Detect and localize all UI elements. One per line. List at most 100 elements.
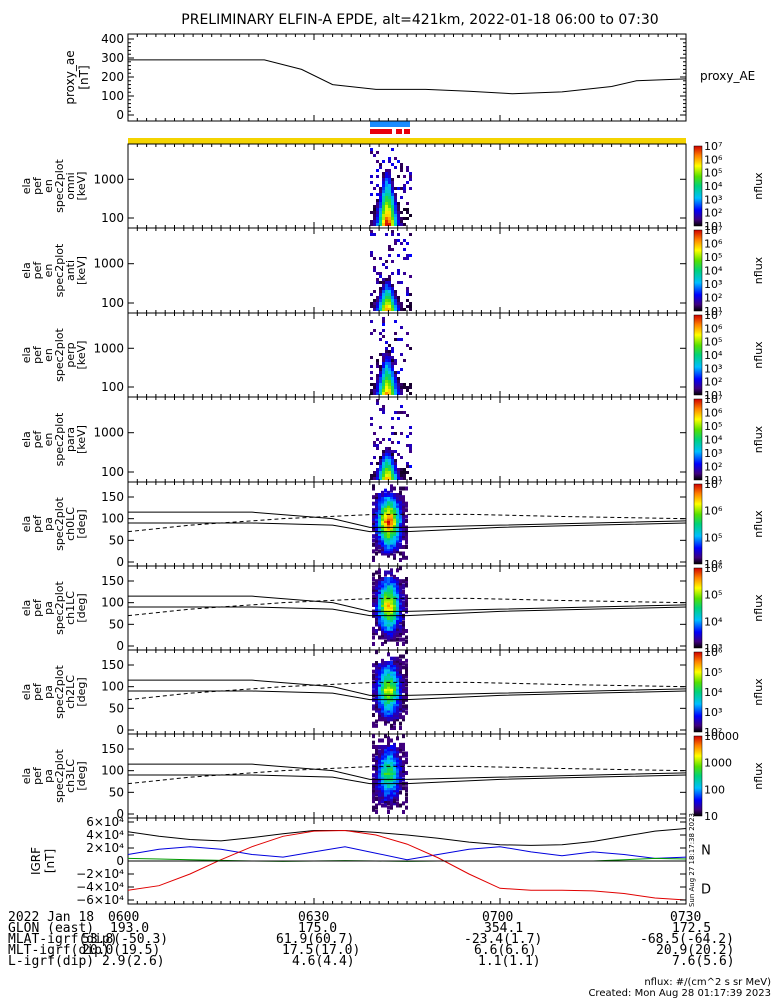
spectrogram-cell xyxy=(378,738,381,743)
spectrogram-cell xyxy=(406,181,409,184)
spectrogram-cell xyxy=(390,665,393,670)
spectrogram-cell xyxy=(399,676,402,681)
spectrogram-cell xyxy=(387,633,390,638)
spectrogram-cell xyxy=(375,700,378,704)
ephem-l-label: L-igrf(dip) xyxy=(8,954,95,969)
spectrogram-cell xyxy=(379,386,382,389)
spectrogram-cell xyxy=(385,392,388,395)
colorbar-tick: 10⁵ xyxy=(704,666,722,679)
spectrogram-cell xyxy=(393,779,396,784)
spectrogram-cell xyxy=(384,708,387,713)
spectrogram-cell xyxy=(390,542,393,547)
spectrogram-cell xyxy=(396,607,399,612)
ephem-glon-2: 175.0 xyxy=(298,921,338,936)
spectrogram-cell xyxy=(391,211,394,214)
spectrogram-cell xyxy=(388,190,391,193)
spectrogram-cell xyxy=(405,635,408,640)
status-bar-red-2 xyxy=(396,129,402,134)
spectrogram-cell xyxy=(388,299,391,302)
spectrogram-cell xyxy=(385,172,388,175)
spectrogram-cell xyxy=(375,605,378,610)
spectrogram-cell xyxy=(405,596,408,601)
spectrogram-cell xyxy=(381,771,384,775)
spectrogram-cell xyxy=(387,695,390,700)
spectrogram-cell xyxy=(397,386,400,389)
ytick-label: 100 xyxy=(101,465,124,479)
spectrogram-cell xyxy=(382,468,385,471)
spectrogram-cell xyxy=(405,532,408,536)
spectrogram-cell xyxy=(370,392,373,395)
spectrogram-cell xyxy=(387,624,390,629)
spectrogram-cell xyxy=(381,678,384,683)
spectrogram-cell xyxy=(381,682,384,687)
spectrogram-cell xyxy=(393,775,396,780)
spectrogram-cell xyxy=(375,521,378,526)
spectrogram-cell xyxy=(370,365,373,368)
spectrogram-cell xyxy=(397,217,400,220)
spectrogram-cell xyxy=(397,281,400,284)
spectrogram-cell xyxy=(406,332,409,335)
spectrogram-cell xyxy=(387,510,390,515)
spectrogram-cell xyxy=(391,365,394,368)
spectrogram-cell xyxy=(375,678,378,683)
spectrogram-cell xyxy=(390,501,393,506)
spectrogram-cell xyxy=(378,758,381,762)
spectrogram-cell xyxy=(382,202,385,205)
spectrogram-perp xyxy=(370,317,412,395)
spectrogram-cell xyxy=(373,305,376,308)
spectrogram-cell xyxy=(387,790,390,795)
spectrogram-cell xyxy=(375,516,378,521)
spectrogram-cell xyxy=(393,717,396,722)
spectrogram-cell xyxy=(405,579,408,584)
spectrogram-cell xyxy=(379,163,382,166)
spectrogram-cell xyxy=(387,503,390,508)
spectrogram-cell xyxy=(384,493,387,497)
spectrogram-cell xyxy=(391,362,394,365)
spectrogram-cell xyxy=(382,172,385,175)
spectrogram-cell xyxy=(402,661,405,665)
spectrogram-cell xyxy=(390,801,393,806)
spectrogram-cell xyxy=(399,523,402,528)
spectrogram-cell xyxy=(397,160,400,163)
spectrogram-cell xyxy=(396,629,399,633)
spectrogram-cell xyxy=(400,383,403,386)
spectrogram-cell xyxy=(396,708,399,713)
spectrogram-cell xyxy=(376,471,379,474)
spectrogram-cell xyxy=(405,710,408,715)
spectrogram-cell xyxy=(379,299,382,302)
ytick-label: −6×10⁴ xyxy=(76,893,124,907)
spectrogram-cell xyxy=(384,799,387,804)
spectrogram-cell xyxy=(375,768,378,773)
spectrogram-cell xyxy=(399,611,402,616)
spectrogram-cell xyxy=(381,514,384,519)
spectrogram-cell xyxy=(390,700,393,704)
spectrogram-cell xyxy=(393,607,396,612)
spectrogram-cell xyxy=(397,214,400,217)
spectrogram-cell xyxy=(385,374,388,377)
spectrogram-cell xyxy=(379,305,382,308)
spectrogram-cell xyxy=(387,682,390,687)
spectrogram-cell xyxy=(372,642,375,646)
colorbar-tick: 10³ xyxy=(704,706,722,719)
spectrogram-cell xyxy=(379,365,382,368)
spectrogram-cell xyxy=(396,663,399,668)
spectrogram-cell xyxy=(385,447,388,450)
ytick-label: 400 xyxy=(101,32,124,46)
spectrogram-cell xyxy=(372,689,375,694)
spectrogram-cell xyxy=(390,596,393,601)
spectrogram-cell xyxy=(393,594,396,599)
spectrogram-cell xyxy=(372,581,375,586)
spectrogram-cell xyxy=(381,600,384,605)
spectrogram-cell xyxy=(397,175,400,178)
spectrogram-cell xyxy=(384,803,387,808)
spectrogram-cell xyxy=(387,542,390,547)
spectrogram-cell xyxy=(378,624,381,629)
spectrogram-cell xyxy=(384,629,387,633)
spectrogram-cell xyxy=(409,465,412,468)
spectrogram-cell xyxy=(370,230,373,233)
spectrogram-cell xyxy=(391,199,394,202)
spectrogram-cell xyxy=(397,299,400,302)
spectrogram-cell xyxy=(375,773,378,778)
spectrogram-cell xyxy=(381,753,384,758)
spectrogram-cell xyxy=(375,611,378,616)
